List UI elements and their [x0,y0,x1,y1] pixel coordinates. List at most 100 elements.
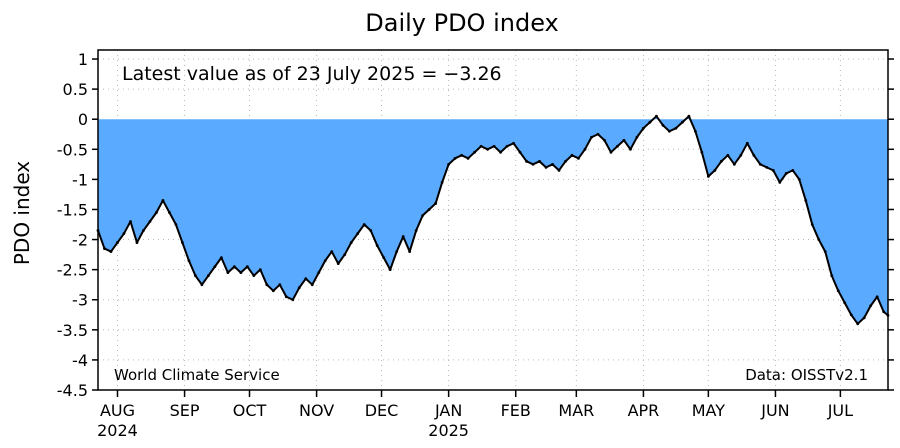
data-point [155,211,158,214]
data-point [531,162,535,166]
data-point [492,144,496,148]
data-point [596,132,600,136]
data-point [583,147,587,151]
x-tick-label-month: OCT [233,401,267,420]
data-point [122,232,126,235]
y-tick-label: 0.5 [63,80,88,99]
data-point [421,214,425,217]
y-axis-label: PDO index [10,161,34,265]
data-point [622,138,626,142]
area-series [96,114,890,326]
data-point [129,220,132,223]
data-point [245,265,249,269]
axes: 1 0.5 0 -0.5 -1 -1.5 -2 -2.5 -3 -3.5 -4 -4.5 AUG2024… [57,49,894,440]
data-point [291,298,295,302]
x-tick-label-year: 2024 [97,421,138,440]
x-tick-label-month: JUL [827,401,853,420]
data-point [323,259,327,263]
data-point [375,244,379,247]
data-point [349,241,353,244]
data-point [427,208,431,211]
data-point [661,123,665,127]
data-point [252,274,256,278]
y-tick-label: -2 [72,231,88,250]
data-point [168,211,171,214]
data-point [797,177,801,181]
data-point [382,256,386,260]
data-point [843,301,847,305]
data-point [518,150,522,154]
data-point [687,114,691,118]
data-point [187,259,191,263]
y-tick-label: -4 [72,351,88,370]
data-point [680,120,684,124]
data-point [778,180,782,184]
x-tick-label-month: JUN [760,401,789,420]
data-point [752,153,756,157]
data-point [577,156,580,160]
data-point [174,223,178,226]
y-tick-label: -1.5 [57,200,88,219]
data-point [161,199,165,202]
data-point [655,114,658,118]
data-point [544,165,548,169]
y-tick-label: -3 [72,291,88,310]
data-point [219,256,223,260]
data-point [804,199,808,202]
data-point [395,250,399,253]
data-point [362,223,366,226]
data-point [862,316,866,320]
data-point [616,144,619,148]
data-point [629,147,632,151]
data-point [810,223,814,226]
data-point [603,138,606,142]
data-point [194,274,197,278]
data-point [401,235,405,238]
y-tick-label: 1 [78,50,88,69]
data-point [784,171,788,175]
data-point [466,156,470,160]
data-point [297,286,301,290]
data-point [479,144,483,148]
data-point [135,241,139,244]
y-tick-label: -0.5 [57,140,88,159]
data-point [642,126,645,130]
data-point [414,229,418,232]
data-point [674,126,678,130]
y-tick-label: -2.5 [57,261,88,280]
data-point [304,277,308,281]
data-point [142,229,145,232]
x-tick-label-month: FEB [501,401,531,420]
data-point [668,129,671,133]
data-point [739,153,743,157]
data-point [564,159,567,163]
x-tick-label-year: 2025 [428,421,469,440]
data-point [284,295,288,299]
data-point [388,268,392,272]
data-point [486,147,489,151]
data-point [771,168,775,172]
data-point [648,120,652,124]
data-point [109,250,113,253]
x-tick-label-month: JAN [434,401,462,420]
plot-frame [97,49,889,391]
latest-value-annotation: Latest value as of 23 July 2025 = −3.26 [122,63,502,85]
x-tick-label-month: MAY [692,401,726,420]
data-point [693,129,697,133]
data-point [609,150,613,154]
data-point [317,271,321,275]
data-point [453,156,457,160]
data-point [505,144,509,148]
data-point [836,289,840,293]
x-tick-label-month: SEP [170,401,200,420]
x-tick-label-month: DEC [365,401,399,420]
chart-title: Daily PDO index [365,9,559,37]
x-tick-label-month: MAR [558,401,594,420]
data-point [525,159,528,163]
data-point [181,241,184,244]
x-tick-label-month: NOV [299,401,334,420]
data-point [719,159,723,163]
data-point [460,153,464,157]
data-point [447,162,451,166]
